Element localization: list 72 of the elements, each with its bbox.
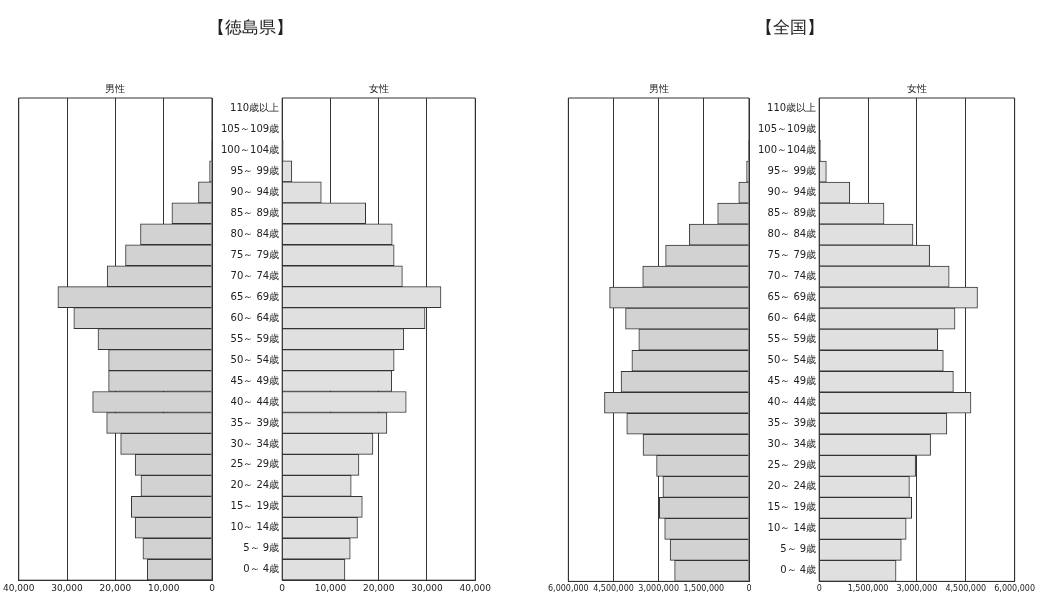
y-tick-label: 75～ 79歳	[230, 248, 280, 260]
y-tick-label: 25～ 29歳	[767, 459, 817, 471]
x-tick-label: 3,000,000	[638, 584, 680, 594]
chart-subtitle: 男性	[105, 82, 126, 96]
y-tick-label: 0～ 4歳	[243, 563, 280, 575]
y-tick-label: 85～ 89歳	[767, 207, 817, 219]
y-tick-label: 70～ 74歳	[767, 270, 817, 282]
x-tick-label: 20,000	[99, 582, 132, 593]
y-tick-label: 10～ 14歳	[230, 521, 280, 533]
y-tick-label: 10～ 14歳	[767, 522, 817, 534]
y-tick-label: 100～104歳	[220, 144, 280, 156]
y-tick-label: 35～ 39歳	[767, 417, 817, 429]
y-tick-label: 15～ 19歳	[230, 500, 280, 512]
y-tick-label: 60～ 64歳	[230, 311, 280, 323]
y-tick-label: 45～ 49歳	[767, 375, 817, 387]
x-tick-label: 10,000	[147, 582, 180, 593]
y-tick-label: 110歳以上	[767, 102, 817, 114]
y-tick-label: 75～ 79歳	[767, 249, 817, 261]
y-tick-label: 80～ 84歳	[230, 227, 280, 239]
x-tick-label: 1,500,000	[683, 584, 725, 594]
x-tick-label: 0	[279, 582, 286, 593]
y-tick-label: 30～ 34歳	[767, 438, 817, 450]
text: 【徳島県】	[207, 16, 293, 39]
y-tick-label: 100～104歳	[757, 144, 817, 156]
y-tick-label: 40～ 44歳	[767, 396, 817, 408]
y-tick-label: 5～ 9歳	[780, 543, 817, 555]
x-tick-label: 6,000,000	[994, 584, 1035, 594]
y-tick-label: 105～109歳	[220, 123, 280, 135]
x-tick-label: 20,000	[362, 582, 395, 593]
y-tick-label: 110歳以上	[230, 102, 280, 114]
y-tick-label: 20～ 24歳	[767, 480, 817, 492]
x-tick-label: 0	[816, 584, 822, 594]
y-tick-label: 85～ 89歳	[230, 206, 280, 218]
x-tick-label: 3,000,000	[896, 584, 938, 594]
x-tick-label: 40,000	[3, 582, 35, 593]
y-tick-label: 25～ 29歳	[230, 458, 280, 470]
y-tick-label: 55～ 59歳	[767, 333, 817, 345]
y-tick-label: 70～ 74歳	[230, 269, 280, 281]
y-tick-label: 55～ 59歳	[230, 332, 280, 344]
y-tick-label: 30～ 34歳	[230, 437, 280, 449]
y-tick-label: 65～ 69歳	[230, 290, 280, 302]
y-tick-label: 45～ 49歳	[230, 374, 280, 386]
x-tick-label: 6,000,000	[548, 584, 589, 594]
x-tick-label: 10,000	[314, 582, 347, 593]
y-tick-label: 60～ 64歳	[767, 312, 817, 324]
x-tick-label: 30,000	[51, 582, 84, 593]
x-tick-label: 4,500,000	[593, 584, 634, 594]
chart-subtitle: 男性	[648, 82, 669, 96]
y-tick-label: 65～ 69歳	[767, 291, 817, 303]
y-tick-label: 95～ 99歳	[230, 164, 280, 176]
chart-subtitle: 女性	[906, 82, 927, 96]
x-tick-label: 0	[746, 584, 752, 594]
y-tick-label: 105～109歳	[757, 123, 817, 135]
x-tick-label: 30,000	[411, 582, 443, 593]
x-tick-label: 40,000	[459, 582, 492, 593]
chart-subtitle: 女性	[368, 82, 389, 96]
y-tick-label: 40～ 44歳	[230, 395, 280, 407]
y-tick-label: 20～ 24歳	[230, 479, 280, 491]
y-tick-label: 35～ 39歳	[230, 416, 280, 428]
y-tick-label: 0～ 4歳	[780, 564, 817, 576]
y-tick-label: 5～ 9歳	[243, 542, 280, 554]
y-tick-label: 50～ 54歳	[230, 353, 280, 365]
y-tick-label: 90～ 94歳	[230, 185, 280, 197]
y-tick-label: 80～ 84歳	[767, 228, 817, 240]
x-tick-label: 1,500,000	[847, 584, 889, 594]
y-tick-label: 15～ 19歳	[767, 501, 817, 513]
y-tick-label: 95～ 99歳	[767, 165, 817, 177]
x-tick-label: 4,500,000	[945, 584, 987, 594]
x-tick-label: 0	[209, 582, 216, 593]
text: 【全国】	[756, 16, 824, 39]
y-tick-label: 90～ 94歳	[767, 186, 817, 198]
y-tick-label: 50～ 54歳	[767, 354, 817, 366]
